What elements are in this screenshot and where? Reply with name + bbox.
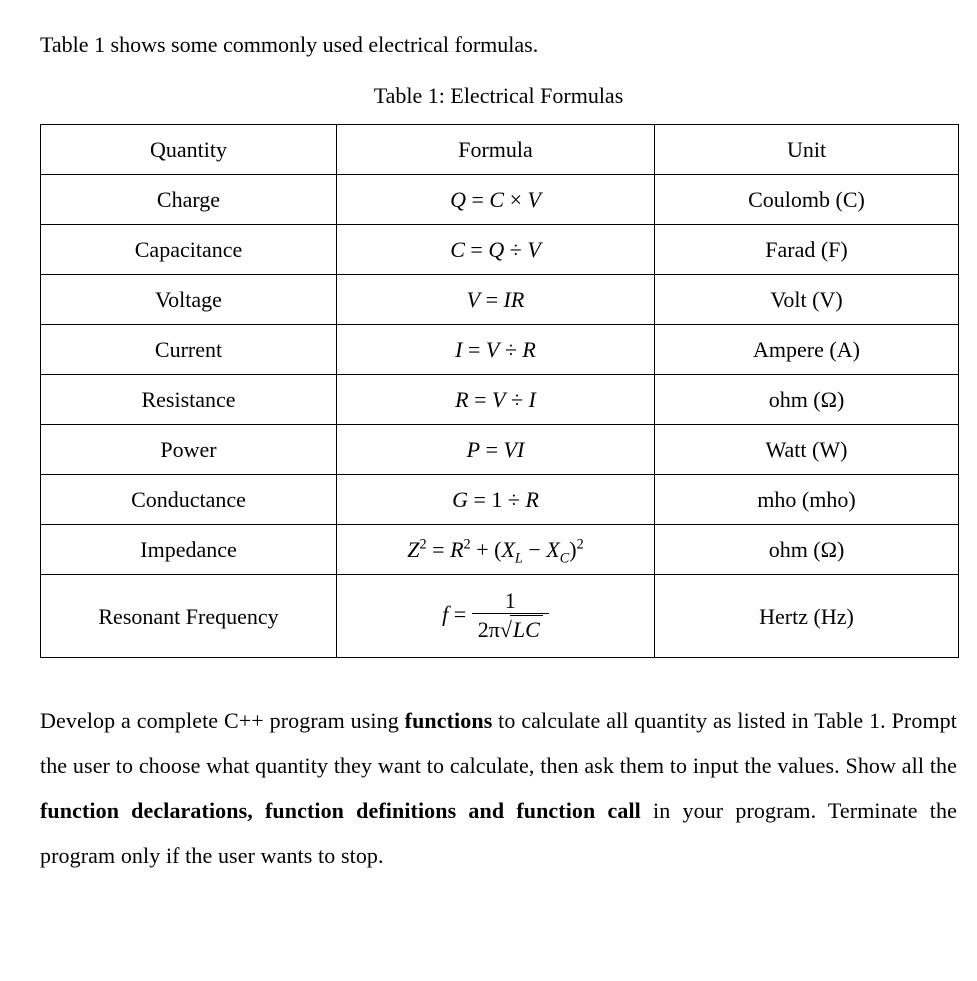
cell-unit: Farad (F) [655, 225, 959, 275]
cell-formula: P = VI [337, 425, 655, 475]
table-row: Resonant Frequency f = 1 2π√LC Hertz (Hz… [41, 575, 959, 658]
page: Table 1 shows some commonly used electri… [0, 0, 977, 981]
table-row: Current I = V ÷ R Ampere (A) [41, 325, 959, 375]
cell-quantity: Impedance [41, 525, 337, 575]
cell-unit: Watt (W) [655, 425, 959, 475]
var-v: V [527, 187, 540, 212]
table-caption: Table 1: Electrical Formulas [40, 79, 957, 112]
table-row: Resistance R = V ÷ I ohm (Ω) [41, 375, 959, 425]
cell-formula: G = 1 ÷ R [337, 475, 655, 525]
intro-text: Table 1 shows some commonly used electri… [40, 28, 957, 61]
cell-unit: ohm (Ω) [655, 375, 959, 425]
cell-unit: mho (mho) [655, 475, 959, 525]
cell-quantity: Voltage [41, 275, 337, 325]
col-header-unit: Unit [655, 125, 959, 175]
cell-unit: Hertz (Hz) [655, 575, 959, 658]
cell-formula: R = V ÷ I [337, 375, 655, 425]
table-header-row: Quantity Formula Unit [41, 125, 959, 175]
table-row: Charge Q = C × V Coulomb (C) [41, 175, 959, 225]
table-row: Capacitance C = Q ÷ V Farad (F) [41, 225, 959, 275]
cell-formula: V = IR [337, 275, 655, 325]
cell-formula: Z2 = R2 + (XL − XC)2 [337, 525, 655, 575]
var-c: C [489, 187, 504, 212]
cell-unit: Volt (V) [655, 275, 959, 325]
formula-table: Quantity Formula Unit Charge Q = C × V C… [40, 124, 959, 658]
cell-quantity: Capacitance [41, 225, 337, 275]
table-row: Voltage V = IR Volt (V) [41, 275, 959, 325]
cell-quantity: Resistance [41, 375, 337, 425]
cell-unit: Ampere (A) [655, 325, 959, 375]
table-row: Impedance Z2 = R2 + (XL − XC)2 ohm (Ω) [41, 525, 959, 575]
cell-unit: Coulomb (C) [655, 175, 959, 225]
cell-unit: ohm (Ω) [655, 525, 959, 575]
cell-quantity: Power [41, 425, 337, 475]
cell-formula: Q = C × V [337, 175, 655, 225]
cell-formula: I = V ÷ R [337, 325, 655, 375]
cell-formula: C = Q ÷ V [337, 225, 655, 275]
cell-quantity: Current [41, 325, 337, 375]
question-body: Develop a complete C++ program using fun… [40, 698, 957, 878]
fraction: 1 2π√LC [472, 589, 549, 644]
cell-quantity: Charge [41, 175, 337, 225]
cell-quantity: Resonant Frequency [41, 575, 337, 658]
col-header-quantity: Quantity [41, 125, 337, 175]
table-row: Power P = VI Watt (W) [41, 425, 959, 475]
cell-formula: f = 1 2π√LC [337, 575, 655, 658]
cell-quantity: Conductance [41, 475, 337, 525]
col-header-formula: Formula [337, 125, 655, 175]
table-row: Conductance G = 1 ÷ R mho (mho) [41, 475, 959, 525]
var-q: Q [450, 187, 466, 212]
